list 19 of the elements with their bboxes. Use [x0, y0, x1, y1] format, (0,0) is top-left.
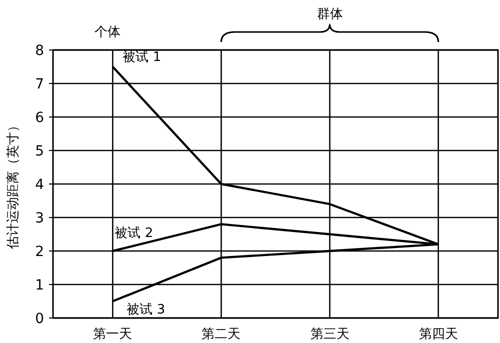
- y-tick-label: 1: [35, 278, 44, 294]
- text: 群体: [316, 7, 343, 22]
- x-tick-label: 第三天: [310, 327, 350, 342]
- series-label: 被试 2: [114, 226, 154, 241]
- text: 个体: [94, 25, 121, 40]
- x-tick-label: 第四天: [418, 327, 458, 342]
- x-tick-label: 第一天: [93, 327, 132, 342]
- y-tick-label: 2: [35, 244, 44, 260]
- y-tick-label: 7: [35, 76, 44, 92]
- series-label: 被试 1: [122, 50, 162, 65]
- y-tick-label: 5: [35, 144, 44, 160]
- y-tick-label: 4: [35, 177, 44, 193]
- x-tick-label: 第二天: [202, 327, 241, 342]
- y-tick-label: 6: [35, 110, 44, 126]
- y-tick-label: 8: [35, 43, 44, 59]
- series-label: 被试 3: [126, 302, 166, 318]
- y-tick-label: 3: [35, 210, 44, 226]
- y-tick-label: 0: [35, 311, 44, 327]
- y-axis-title: 估计运动距离（英寸）: [5, 119, 21, 250]
